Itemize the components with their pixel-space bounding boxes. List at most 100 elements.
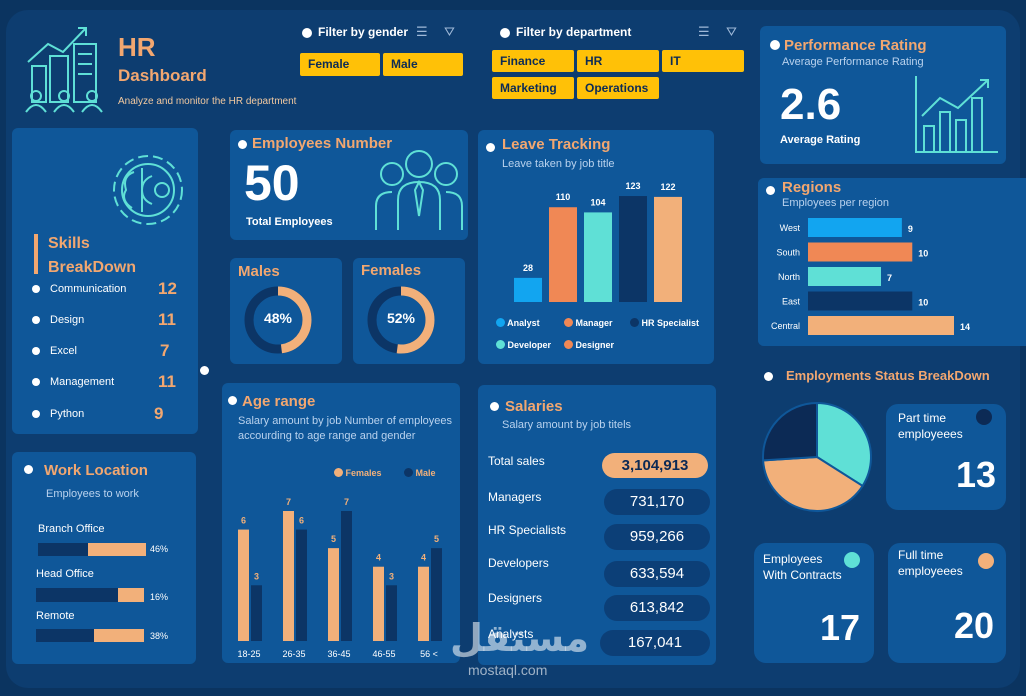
region-label: North <box>778 272 800 282</box>
full-time-swatch <box>978 553 994 569</box>
age-bar <box>283 511 294 641</box>
regions-chart: West 9 South 10 North 7 East 10 Central 14 <box>771 218 970 335</box>
part-time-label: Part time employeees <box>898 411 963 441</box>
app-title: HR <box>118 32 156 62</box>
age-bar <box>386 585 397 641</box>
location-label: Remote <box>36 610 75 622</box>
full-time-label: Full time employeees <box>898 548 963 578</box>
leave-bar-label: 122 <box>660 182 675 192</box>
age-bar <box>373 566 384 641</box>
skill-label: Excel <box>50 345 77 357</box>
filter-operations-button[interactable]: Operations <box>577 77 659 99</box>
age-tick-label: 56 < <box>420 649 438 659</box>
card-dot <box>228 396 237 405</box>
team-icon <box>375 150 463 230</box>
skill-dot <box>32 347 40 355</box>
skill-label: Python <box>50 408 85 420</box>
salary-label: Managers <box>488 490 542 504</box>
location-bar-track <box>38 543 146 556</box>
app-subtitle: Analyze and monitor the HR department <box>118 96 297 107</box>
skill-value: 11 <box>158 310 176 329</box>
age-title: Age range <box>242 393 316 410</box>
skill-value: 9 <box>154 404 164 423</box>
region-bar-label: 9 <box>908 224 913 234</box>
leave-title: Leave Tracking <box>502 136 611 153</box>
legend-label: Designer <box>575 340 615 350</box>
full-time-card: Full time employeees 20 <box>888 543 1006 663</box>
salary-value: 731,170 <box>604 489 710 515</box>
leave-card: Leave Tracking Leave taken by job title … <box>478 130 714 364</box>
employees-card: Employees Number 50 Total Employees <box>230 130 468 240</box>
skill-value: 7 <box>160 341 170 360</box>
filter-marketing-button[interactable]: Marketing <box>492 77 574 99</box>
filter-male-button[interactable]: Male <box>383 53 463 76</box>
card-dot <box>486 143 495 152</box>
leave-bar-label: 123 <box>625 181 640 191</box>
watermark-latin: mostaql.com <box>468 662 548 678</box>
males-title: Males <box>238 263 280 280</box>
region-bar-label: 10 <box>918 249 928 259</box>
status-title: Employments Status BreakDown <box>786 368 990 383</box>
region-bar <box>808 291 913 311</box>
card-dot <box>490 402 499 411</box>
legend-item: Analyst <box>496 318 540 328</box>
filter-it-button[interactable]: IT <box>662 50 744 72</box>
filter-finance-button[interactable]: Finance <box>492 50 574 72</box>
multi-select-icon[interactable]: ☰ <box>698 24 710 39</box>
skill-label: Design <box>50 314 85 326</box>
clear-filter-icon[interactable]: ⛛ <box>444 24 455 39</box>
age-bar <box>328 548 339 641</box>
skills-accent-bar <box>34 234 38 274</box>
legend-label: Analyst <box>507 318 540 328</box>
legend-item: Designer <box>564 340 614 350</box>
clear-filter-icon[interactable]: ⛛ <box>726 24 737 39</box>
legend-item: Manager <box>564 318 613 328</box>
employees-title: Employees Number <box>252 135 393 152</box>
age-bar-label: 4 <box>376 553 381 563</box>
app-title-2: Dashboard <box>118 66 207 85</box>
skill-dot <box>32 378 40 386</box>
work-location-card: Work Location Employees to work Branch O… <box>12 452 196 664</box>
location-label: Head Office <box>36 568 94 580</box>
salary-total-value: 3,104,913 <box>602 453 708 478</box>
legend-item: Male <box>404 468 436 478</box>
skill-dot <box>32 285 40 293</box>
males-percent: 48% <box>263 310 293 326</box>
location-bar-track <box>36 629 144 642</box>
brain-gear-icon <box>113 155 183 225</box>
performance-value-label: Average Rating <box>780 134 861 146</box>
salary-value: 959,266 <box>604 524 710 550</box>
salary-label: HR Specialists <box>488 523 567 537</box>
leave-subtitle: Leave taken by job title <box>502 158 615 170</box>
age-bar-label: 7 <box>286 497 291 507</box>
performance-title: Performance Rating <box>784 37 927 54</box>
salary-value: 633,594 <box>604 561 710 587</box>
females-card: Females 52% <box>353 258 465 364</box>
part-time-swatch <box>976 409 992 425</box>
filter-hr-button[interactable]: HR <box>577 50 659 72</box>
card-dot <box>24 465 33 474</box>
skill-value: 12 <box>158 279 177 298</box>
salary-value: 613,842 <box>604 595 710 621</box>
performance-subtitle: Average Performance Rating <box>782 56 924 68</box>
region-bar <box>808 316 954 335</box>
department-filter-label: Filter by department <box>516 25 632 39</box>
age-bar-label: 5 <box>434 534 439 544</box>
females-title: Females <box>361 262 422 279</box>
age-bar-label: 3 <box>254 571 259 581</box>
skill-dot <box>32 316 40 324</box>
pie-slice <box>762 401 818 462</box>
leave-bar <box>514 277 542 302</box>
full-time-value: 20 <box>953 605 994 646</box>
filter-female-button[interactable]: Female <box>300 53 380 76</box>
location-bar-fill <box>118 588 144 602</box>
age-bar <box>238 529 249 641</box>
city-chart-icon <box>25 27 103 113</box>
age-bar-label: 6 <box>241 516 246 526</box>
multi-select-icon[interactable]: ☰ <box>416 24 428 39</box>
salary-label: Analysts <box>488 627 534 641</box>
leave-bar-label: 104 <box>590 197 605 207</box>
skill-label: Communication <box>50 283 127 295</box>
legend-label: Manager <box>575 318 613 328</box>
